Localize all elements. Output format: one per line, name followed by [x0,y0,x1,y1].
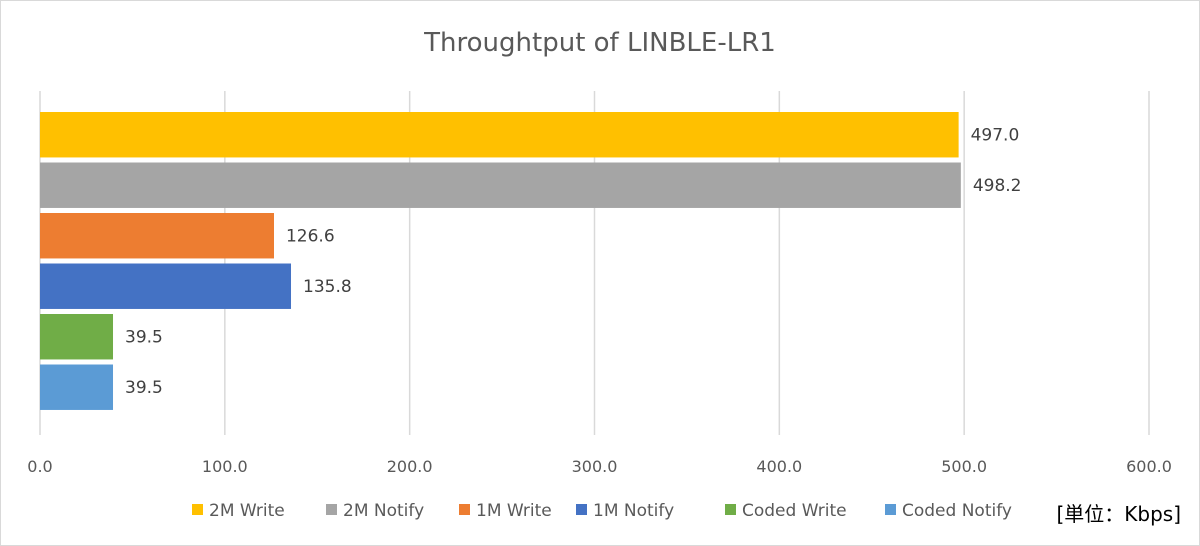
x-tick-label: 0.0 [27,457,52,476]
data-label: 39.5 [125,328,163,348]
x-tick-label: 300.0 [572,457,618,476]
legend-swatch [192,504,203,515]
data-label: 135.8 [303,277,352,297]
x-tick-label: 600.0 [1126,457,1172,476]
data-label: 39.5 [125,378,163,398]
legend-swatch [725,504,736,515]
data-label-layer: 497.0 498.2 126.6 135.8 39.5 39.5 [125,126,1022,399]
legend-entry-label: 1M Notify [593,501,674,521]
legend-entry-label: 1M Write [476,501,552,521]
data-label: 498.2 [973,176,1022,196]
x-tick-label: 200.0 [387,457,433,476]
bar-1m-notify [40,263,292,309]
x-tick-label: 400.0 [756,457,802,476]
x-tick-label: 500.0 [941,457,987,476]
legend-entry-label: 2M Write [209,501,285,521]
legend-entry-label: Coded Notify [902,501,1012,521]
legend-entry-label: 2M Notify [343,501,424,521]
data-label: 126.6 [286,227,335,247]
bar-layer [40,112,961,410]
bar-1m-write [40,213,274,259]
chart-title: Throughtput of LINBLE-LR1 [423,28,776,58]
x-tick-label: 100.0 [202,457,248,476]
legend-swatch [885,504,896,515]
bar-2m-notify [40,162,961,208]
bar-coded-notify [40,364,114,410]
bar-2m-write [40,112,959,158]
data-label: 497.0 [971,126,1020,146]
legend-swatch [459,504,470,515]
unit-label: [単位：Kbps] [1056,502,1181,526]
bar-coded-write [40,314,114,360]
legend: 2M Write 2M Notify 1M Write 1M Notify Coded … [192,501,1012,521]
x-axis-tick-labels: 0.0 100.0 200.0 300.0 400.0 500.0 600.0 [27,457,1172,476]
legend-swatch [576,504,587,515]
legend-swatch [326,504,337,515]
legend-entry-label: Coded Write [742,501,847,521]
